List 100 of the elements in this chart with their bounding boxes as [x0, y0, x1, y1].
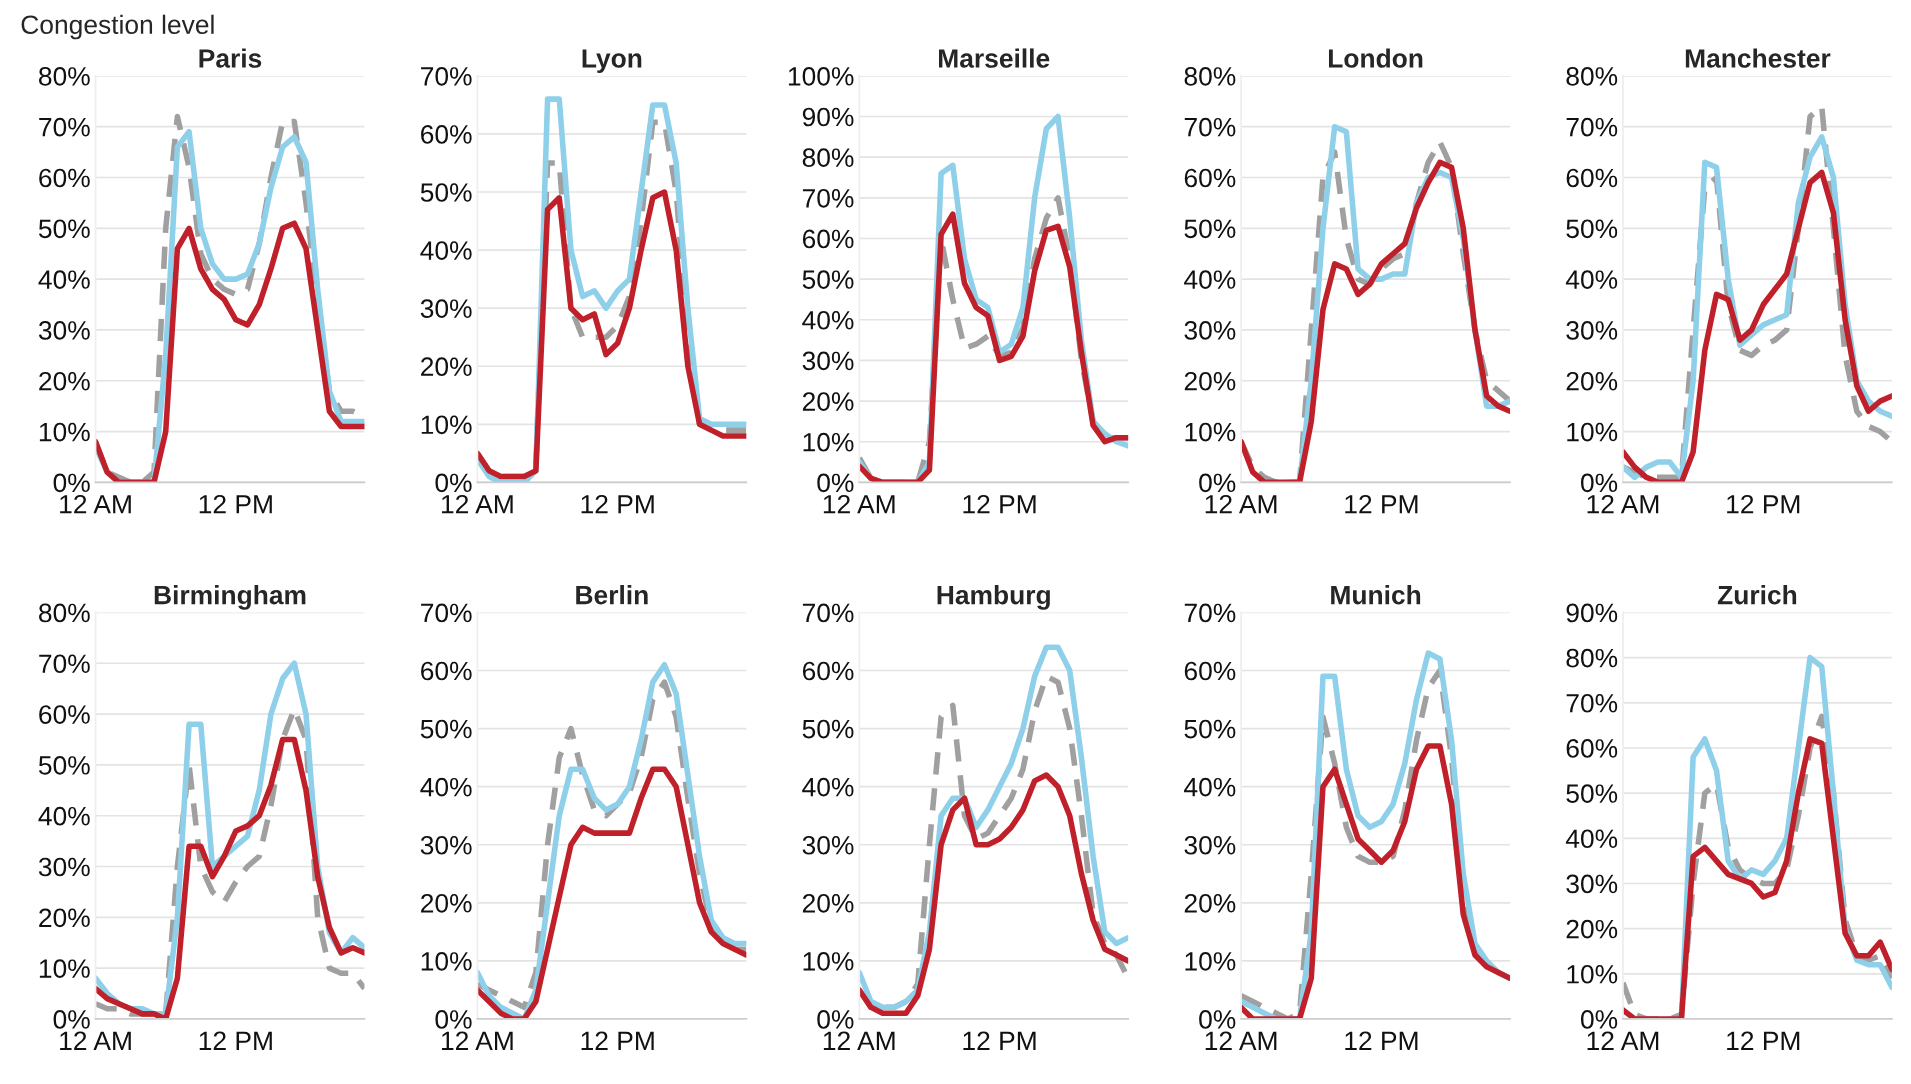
y-tick-label: 50% [1566, 784, 1618, 803]
chart-title: Paris [199, 48, 262, 68]
chart-title: Manchester [1685, 48, 1831, 68]
y-tick-label: 0% [1581, 473, 1618, 493]
y-tick-label: 0% [1199, 1010, 1236, 1029]
y-tick-label: 60% [1184, 661, 1236, 681]
y-tick-label: 40% [420, 777, 472, 797]
y-tick-label: 50% [1566, 219, 1618, 239]
x-tick-label: 12 PM [1345, 494, 1418, 514]
y-tick-label: 60% [421, 125, 472, 144]
y-tick-label: 40% [1184, 270, 1236, 289]
y-tick-label: 10% [1185, 952, 1236, 971]
y-tick-label: 20% [802, 893, 854, 913]
y-tick-label: 0% [817, 1010, 854, 1029]
y-tick-label: 70% [1566, 693, 1618, 713]
x-tick-label: 12 PM [1727, 494, 1800, 514]
y-tick-label: 70% [39, 654, 90, 674]
y-tick-label: 70% [1184, 117, 1236, 137]
y-tick-label: 50% [38, 756, 90, 775]
y-tick-label: 20% [1566, 919, 1618, 939]
y-tick-label: 10% [803, 952, 854, 971]
x-tick-label: 12 AM [1205, 494, 1277, 514]
y-tick-label: 90% [1566, 603, 1618, 623]
y-tick-label: 50% [420, 719, 472, 739]
y-tick-label: 60% [802, 661, 854, 681]
y-tick-label: 40% [38, 270, 90, 289]
y-tick-label: 0% [53, 1010, 90, 1029]
y-tick-label: 70% [421, 67, 472, 86]
x-tick-label: 12 PM [963, 1031, 1036, 1050]
y-tick-label: 0% [1199, 473, 1236, 493]
x-tick-label: 12 AM [60, 494, 131, 514]
y-tick-label: 30% [38, 321, 90, 340]
x-tick-label: 12 PM [1727, 1031, 1800, 1050]
y-tick-label: 0% [435, 1010, 472, 1029]
x-tick-label: 12 AM [442, 1031, 513, 1050]
x-tick-label: 12 AM [1587, 1031, 1659, 1050]
x-tick-label: 12 PM [199, 1031, 272, 1050]
y-tick-label: 50% [802, 719, 854, 739]
y-tick-label: 10% [1185, 422, 1236, 442]
x-tick-label: 12 AM [1587, 494, 1659, 514]
y-tick-label: 10% [1567, 964, 1618, 984]
x-tick-label: 12 AM [60, 1031, 131, 1050]
y-tick-label: 90% [802, 107, 854, 127]
y-tick-label: 20% [802, 392, 854, 411]
y-tick-label: 10% [421, 952, 472, 971]
y-tick-label: 70% [1184, 603, 1236, 623]
y-tick-label: 60% [802, 229, 854, 249]
y-tick-label: 10% [39, 422, 90, 442]
y-axis-title: Congestion level [21, 14, 214, 40]
y-tick-label: 20% [39, 371, 90, 391]
y-tick-label: 40% [38, 806, 90, 826]
y-tick-label: 20% [1184, 371, 1236, 391]
x-tick-label: 12 AM [823, 494, 895, 514]
y-tick-label: 40% [1565, 829, 1618, 849]
chart-title: Birmingham [154, 585, 306, 610]
y-tick-label: 10% [803, 432, 854, 452]
y-tick-label: 30% [802, 835, 854, 855]
y-tick-label: 50% [802, 270, 854, 289]
y-tick-label: 50% [1184, 719, 1236, 739]
y-tick-label: 60% [421, 661, 472, 681]
y-tick-label: 20% [421, 893, 472, 913]
chart-title: Hamburg [937, 585, 1050, 610]
chart-title: Zurich [1717, 585, 1797, 605]
y-tick-label: 70% [802, 603, 854, 623]
y-tick-label: 0% [817, 473, 854, 493]
y-tick-label: 50% [420, 183, 472, 202]
y-tick-label: 100% [788, 67, 854, 86]
y-tick-label: 20% [421, 357, 472, 377]
x-tick-label: 12 PM [199, 494, 272, 514]
y-tick-label: 40% [1184, 777, 1236, 797]
y-tick-label: 10% [421, 415, 472, 435]
y-tick-label: 30% [420, 299, 472, 318]
chart-title: Lyon [582, 49, 642, 74]
y-tick-label: 80% [39, 67, 90, 86]
y-tick-label: 0% [53, 473, 90, 493]
y-tick-label: 80% [802, 148, 854, 167]
y-tick-label: 40% [802, 777, 854, 797]
y-tick-label: 30% [802, 351, 854, 371]
x-tick-label: 12 PM [1345, 1031, 1418, 1050]
y-tick-label: 40% [420, 241, 472, 260]
x-tick-label: 12 PM [581, 494, 654, 514]
y-tick-label: 80% [1566, 67, 1618, 86]
y-tick-label: 70% [39, 117, 90, 137]
y-tick-label: 30% [38, 857, 90, 877]
y-tick-label: 70% [421, 603, 472, 623]
y-tick-label: 50% [38, 219, 90, 239]
x-tick-label: 12 PM [963, 494, 1036, 514]
y-tick-label: 30% [1566, 321, 1618, 340]
y-tick-label: 80% [39, 603, 90, 623]
y-tick-label: 70% [802, 188, 854, 208]
chart-title: Marseille [939, 48, 1050, 68]
y-tick-label: 80% [1566, 648, 1618, 668]
y-tick-label: 10% [39, 959, 90, 978]
y-tick-label: 60% [1184, 168, 1236, 188]
y-tick-label: 60% [1566, 739, 1618, 758]
y-tick-label: 60% [39, 168, 90, 188]
y-tick-label: 50% [1184, 219, 1236, 239]
y-tick-label: 20% [1184, 893, 1236, 913]
chart-title: London [1328, 48, 1423, 68]
chart-title: Munich [1331, 585, 1421, 605]
